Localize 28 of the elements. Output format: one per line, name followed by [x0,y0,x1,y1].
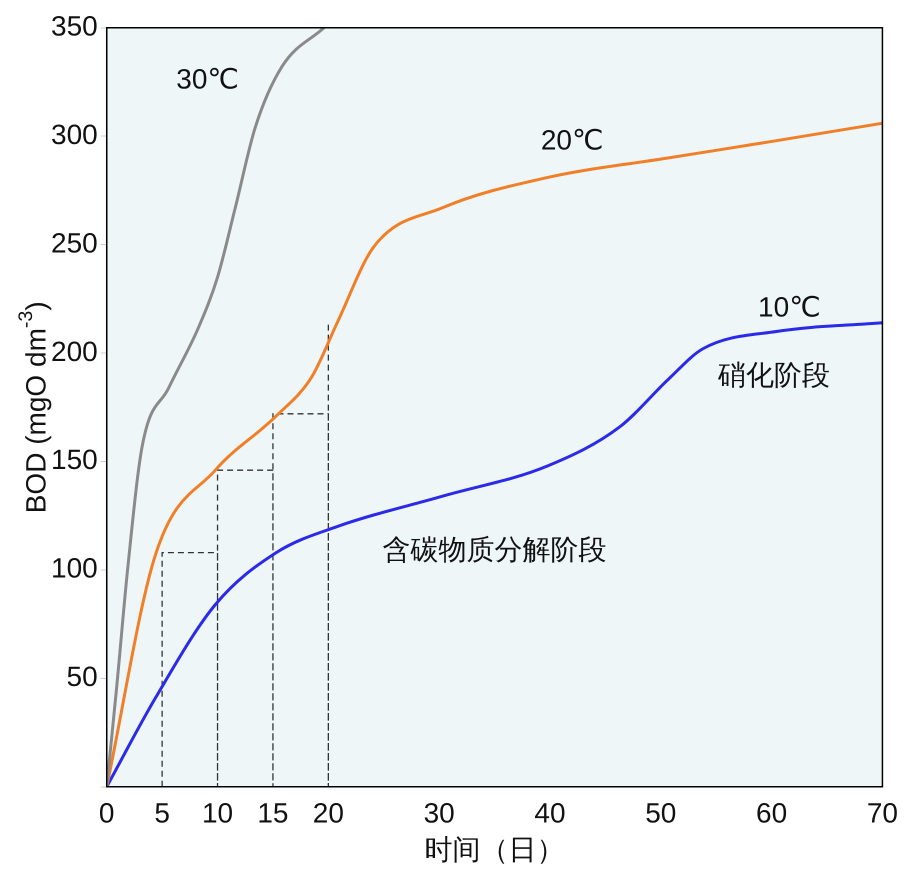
x-tick-label: 10 [202,797,234,828]
y-tick-label: 300 [51,118,98,150]
line-series [106,321,882,787]
series-label: 20℃ [540,124,604,156]
x-tick-label: 70 [866,797,898,828]
x-tick-label: 5 [154,797,170,828]
x-tick-label: 15 [257,797,289,828]
x-tick-label: 60 [756,797,788,828]
y-tick-label: 100 [51,552,98,584]
x-tick-label: 40 [534,797,566,828]
series-label: 10℃ [758,291,821,322]
y-tick-label: 250 [51,227,98,258]
y-tick-label: 350 [51,10,98,42]
x-axis-title: 时间（日） [424,834,565,865]
y-tick-label: 150 [51,444,98,476]
x-tick-label: 50 [645,797,676,828]
line-series [106,28,326,787]
line-series [106,122,882,787]
x-tick-label: 20 [312,797,344,828]
annotation: 含碳物质分解阶段 [382,534,607,566]
annotation: 硝化阶段 [716,360,830,391]
y-axis-title: BOD (mgO dm-3) [15,301,52,514]
line-series [161,322,329,787]
x-tick-label: 0 [98,797,115,828]
y-tick-label: 50 [66,661,98,692]
y-tick-label: 200 [51,336,98,367]
series-label: 30℃ [176,64,239,95]
x-tick-label: 30 [424,797,455,828]
